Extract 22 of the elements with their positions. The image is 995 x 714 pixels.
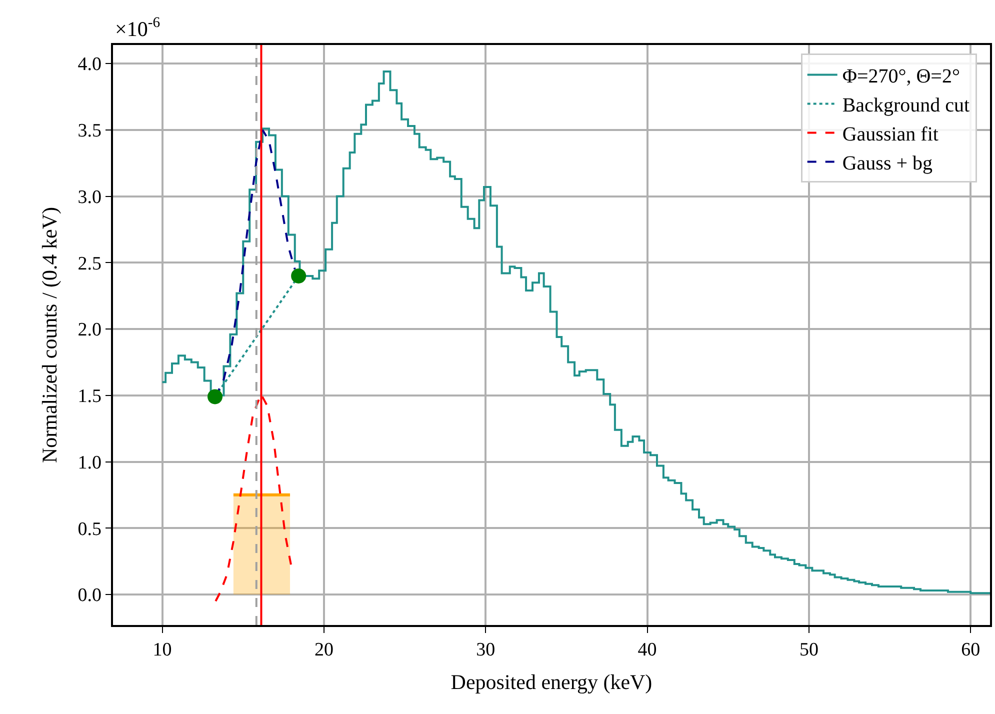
x-tick-label: 10 xyxy=(152,640,172,661)
text: ×10$^{-6}$ xyxy=(115,15,160,41)
x-tick-label: 60 xyxy=(961,640,980,661)
y-tick-label: 0.0 xyxy=(78,585,102,606)
legend-label: Gaussian fit xyxy=(842,124,939,146)
legend-label: Gauss + bg xyxy=(842,152,933,174)
y-tick-label: 2.0 xyxy=(78,320,102,341)
x-tick-label: 30 xyxy=(476,640,496,661)
y-tick-label: 1.5 xyxy=(78,386,102,408)
y-tick-label: 4.0 xyxy=(78,54,102,76)
x-tick-label: 50 xyxy=(799,640,818,661)
y-tick-label: 3.5 xyxy=(78,120,102,142)
y-tick-label: 3.0 xyxy=(78,186,102,208)
x-axis-title: Deposited energy (keV) xyxy=(450,670,652,694)
legend-label: Φ=270°, Θ=2° xyxy=(842,66,960,88)
legend-label: Background cut xyxy=(842,94,970,116)
y-tick-label: 2.5 xyxy=(78,253,102,274)
y-axis-title: Normalized counts / (0.4 keV) xyxy=(37,206,62,464)
y-tick-label: 1.0 xyxy=(78,452,102,474)
x-tick-label: 20 xyxy=(314,640,334,661)
x-tick-label: 40 xyxy=(638,640,657,661)
y-tick-label: 0.5 xyxy=(78,518,102,540)
